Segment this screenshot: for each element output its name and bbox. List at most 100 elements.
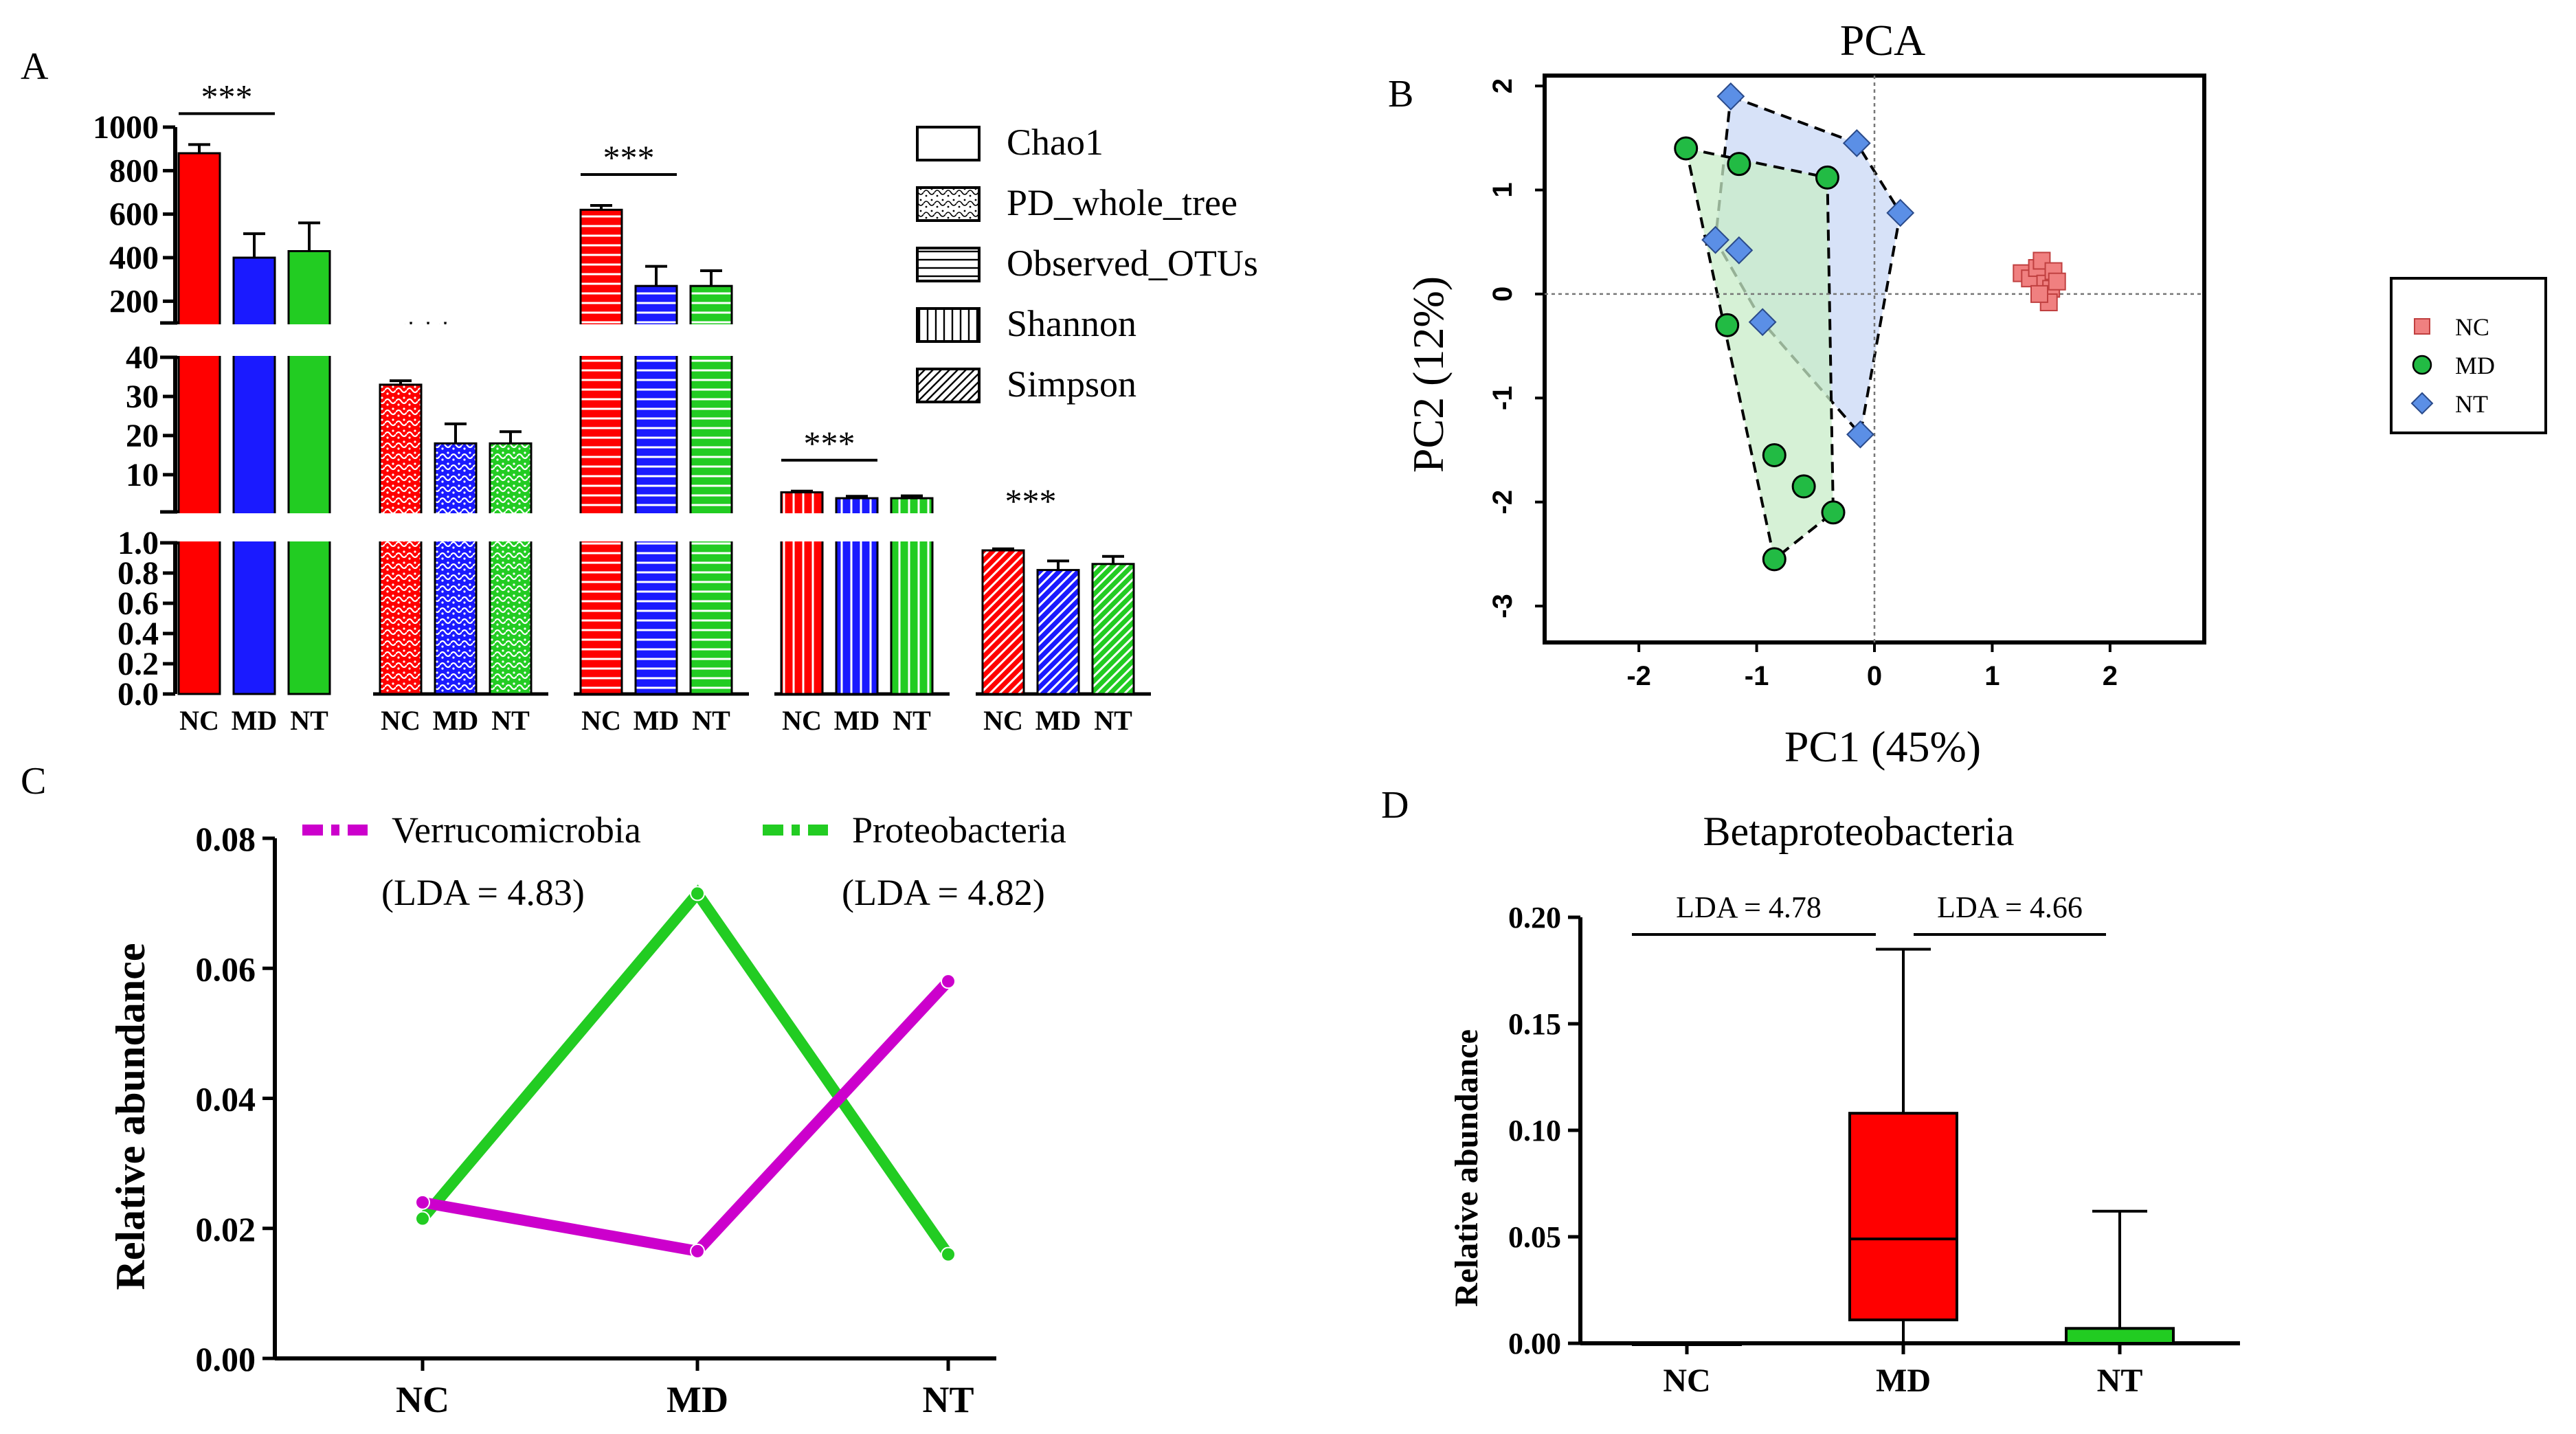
series-point-proteobacteria: [690, 886, 705, 901]
legend-label: MD: [2455, 352, 2495, 379]
x-tick-label: NT: [1094, 705, 1132, 736]
panel-label-d: D: [1381, 784, 1409, 827]
x-tick-label: 2: [2103, 661, 2118, 691]
y-tick-label: -1: [1488, 385, 1518, 410]
x-tick-label: NT: [692, 705, 730, 736]
y-tick-label: 0.04: [196, 1080, 256, 1119]
y-tick-label: 400: [109, 240, 159, 276]
legend-marker-nt: [2410, 392, 2434, 415]
x-tick-label: MD: [1876, 1363, 1931, 1399]
x-tick-label: 1: [1984, 661, 2000, 691]
point-md: [1727, 152, 1751, 177]
point-md: [1674, 136, 1699, 161]
x-tick-label: MD: [634, 705, 680, 736]
pca-plot: -2 -1 0 1 2 2 1 0 -1 -2 -3: [1488, 74, 2206, 691]
point-md: [1762, 443, 1787, 468]
y-tick-label: 1.0: [117, 525, 159, 561]
point-md: [1762, 547, 1787, 572]
panel-a: A 1000800600400200403020101.00.80.60.40.…: [21, 45, 1258, 736]
panel-a-legend: Chao1 PD_whole_tree Observed_OTUs Shannon Si…: [916, 122, 1258, 405]
series-point-proteobacteria: [941, 1246, 956, 1262]
y-tick-label: 40: [126, 339, 159, 376]
legend-label: Observed_OTUs: [1007, 243, 1258, 284]
panel-label-a: A: [21, 45, 49, 88]
x-tick-label: NC: [396, 1379, 449, 1420]
point-md: [1715, 313, 1740, 337]
box-y-label: Relative abundance: [1448, 1029, 1485, 1307]
line-plot: 0.00 0.02 0.04 0.06 0.08 NC MD NT Verrucomicrobi…: [196, 809, 1066, 1420]
point-nc: [2048, 272, 2066, 291]
bar-pattern: [435, 443, 476, 694]
x-tick-label: NC: [983, 705, 1023, 736]
legend-lda: (LDA = 4.83): [381, 872, 585, 913]
bar-nt-chao1: [289, 251, 330, 694]
y-tick-label: 0.4: [117, 616, 159, 652]
legend-label: NT: [2455, 390, 2488, 418]
bar-pattern: [1093, 563, 1134, 694]
point-nt: [1716, 82, 1745, 111]
significance-label: ***: [603, 138, 655, 177]
y-tick-label: 30: [126, 379, 159, 415]
y-tick-label: 0.06: [196, 950, 256, 988]
point-nt: [1725, 236, 1754, 265]
y-tick-label: 0.10: [1508, 1114, 1561, 1147]
panel-b: B PCA PC1 (45%) PC2 (12%) -2 -1 0 1 2210-1-2…: [1388, 16, 2547, 771]
box-plot: 0.00 0.05 0.10 0.15 0.20 NC MD NT LDA = 4.78 LDA …: [1508, 890, 2240, 1399]
y-tick-label: -3: [1488, 594, 1518, 618]
break-gap: [177, 513, 1153, 541]
series-point-verrucomicrobia: [415, 1194, 430, 1210]
legend-label: Proteobacteria: [852, 809, 1066, 851]
legend-label: Verrucomicrobia: [392, 809, 641, 851]
point-nt: [1886, 199, 1915, 227]
bar-md-chao1: [234, 258, 275, 694]
series-point-verrucomicrobia: [941, 974, 956, 989]
point-nt: [1701, 225, 1729, 254]
y-tick-label: 0.6: [117, 585, 159, 622]
break-gap: [177, 324, 1153, 356]
y-tick-label: 0.2: [117, 646, 159, 682]
series-point-proteobacteria: [415, 1211, 430, 1226]
legend-label: PD_whole_tree: [1007, 182, 1237, 223]
bar-pattern: [1038, 570, 1079, 694]
series-line-verrucomicrobia: [421, 977, 952, 1257]
x-tick-label: NT: [491, 705, 530, 736]
hull-md: [1684, 146, 1835, 562]
y-tick-label: 0: [1488, 287, 1518, 302]
pca-legend: NC MD NT: [2390, 277, 2547, 434]
pca-y-label: PC2 (12%): [1404, 276, 1453, 473]
y-tick-label: 0.00: [196, 1340, 256, 1378]
x-tick-label: NC: [381, 705, 421, 736]
point-nt: [1842, 128, 1871, 157]
series-point-verrucomicrobia: [690, 1243, 705, 1259]
y-tick-label: 600: [109, 197, 159, 233]
bar-pattern: [983, 550, 1024, 694]
y-tick-label: 0.08: [196, 820, 256, 858]
line-y-label: Relative abundance: [108, 943, 153, 1290]
x-tick-label: NC: [782, 705, 822, 736]
point-md: [1791, 474, 1816, 499]
point-nc: [2030, 284, 2048, 303]
box-md: [1848, 1112, 1958, 1321]
point-nt: [1748, 308, 1777, 337]
y-tick-label: 200: [109, 283, 159, 320]
legend-marker-md: [2412, 355, 2432, 375]
y-tick-label: 10: [126, 457, 159, 493]
x-tick-label: NC: [1663, 1363, 1710, 1399]
y-tick-label: 0.8: [117, 555, 159, 592]
significance-label: ***: [201, 77, 253, 115]
legend-marker-nc: [2414, 318, 2430, 335]
legend-label: Shannon: [1007, 303, 1136, 344]
x-tick-label: MD: [433, 705, 479, 736]
panel-label-b: B: [1388, 73, 1413, 115]
x-tick-label: NC: [179, 705, 219, 736]
x-tick-label: NT: [922, 1379, 974, 1420]
x-tick-label: NT: [290, 705, 328, 736]
legend-label: Chao1: [1007, 122, 1104, 163]
y-tick-label: 0.15: [1508, 1007, 1561, 1041]
y-tick-label: 1: [1488, 182, 1518, 197]
legend-label: Simpson: [1007, 363, 1136, 405]
y-tick-label: 0.20: [1508, 901, 1561, 934]
bar-pattern: [581, 210, 622, 694]
x-tick-label: MD: [834, 705, 880, 736]
